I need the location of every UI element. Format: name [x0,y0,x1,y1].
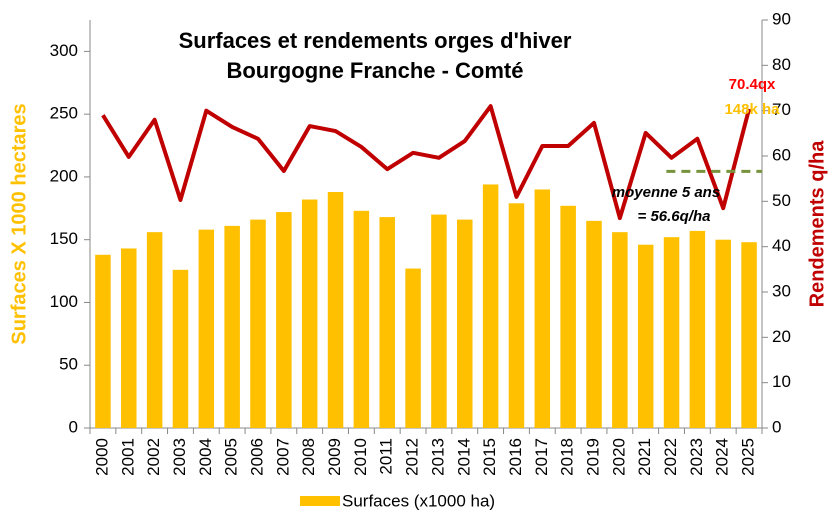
legend-swatch [300,496,340,506]
y2-tick-label: 60 [772,145,791,164]
x-tick-label: 2003 [170,438,189,476]
annotation: 148k ha [724,101,780,118]
line [101,104,752,221]
y-tick-label: 150 [50,229,78,248]
x-tick-label: 2022 [661,438,680,476]
chart-title: Surfaces et rendements orges d'hiver [179,28,572,53]
bar [534,189,551,428]
y-tick-label: 0 [69,417,78,436]
x-tick-label: 2004 [196,438,215,476]
x-tick-label: 2007 [273,438,292,476]
bar [353,210,370,428]
y-tick-label: 300 [50,41,78,60]
x-tick-label: 2014 [454,438,473,476]
bar [560,205,576,428]
bar [121,248,137,428]
x-tick-label: 2017 [532,438,551,476]
x-tick-label: 2018 [558,438,577,476]
bar [95,254,111,428]
y2-tick-label: 10 [772,372,791,391]
chart-title: Bourgogne Franche - Comté [226,58,523,83]
annotation: moyenne 5 ans [612,184,720,201]
y-tick-label: 250 [50,104,78,123]
x-tick-label: 2000 [92,438,111,476]
bar [637,244,654,428]
y2-axis-label: Rendements q/ha [806,140,828,308]
x-tick-label: 2011 [377,438,396,475]
bar [586,220,602,428]
y2-tick-label: 0 [772,417,781,436]
x-tick-label: 2012 [403,438,422,476]
y2-tick-label: 20 [772,327,791,346]
y2-tick-label: 30 [772,281,791,300]
bar [405,268,421,428]
x-tick-label: 2024 [713,438,732,476]
y2-tick-label: 90 [772,9,791,28]
bar [457,219,473,428]
y2-tick-label: 70 [772,100,791,119]
x-tick-label: 2009 [325,438,344,476]
bar [689,230,706,428]
y-tick-label: 50 [59,355,78,374]
x-tick-label: 2013 [428,438,447,476]
bar [301,199,318,428]
x-tick-label: 2023 [687,438,706,476]
x-tick-label: 2001 [118,438,137,476]
bar [663,237,680,428]
bar [431,214,447,428]
bar [482,184,499,428]
x-tick-label: 2002 [144,438,163,476]
bar [715,239,731,428]
x-tick-label: 2010 [351,438,370,476]
y-tick-label: 100 [50,292,78,311]
bar [250,219,266,428]
x-tick-label: 2006 [247,438,266,476]
bar [612,232,628,428]
bar [198,229,215,428]
x-tick-label: 2021 [635,438,654,476]
y2-tick-label: 50 [772,191,791,210]
annotation: 70.4qx [729,76,776,93]
bar [146,232,163,428]
y-tick-label: 200 [50,166,78,185]
bar [741,242,757,428]
legend-label: Surfaces (x1000 ha) [342,491,495,510]
x-tick-label: 2016 [506,438,525,476]
bar [379,217,395,428]
bar [276,212,292,428]
bar [172,269,189,428]
x-tick-label: 2015 [480,438,499,476]
bar [327,191,344,428]
bar [508,203,525,428]
bar [224,225,240,428]
y-axis-label: Surfaces X 1000 hectares [8,103,30,344]
x-tick-label: 2008 [299,438,318,476]
annotation: = 56.6q/ha [638,208,711,225]
x-tick-label: 2005 [222,438,241,476]
x-tick-label: 2020 [609,438,628,476]
y2-tick-label: 40 [772,236,791,255]
x-tick-label: 2019 [583,438,602,476]
x-tick-label: 2025 [739,438,758,476]
y2-tick-label: 80 [772,55,791,74]
